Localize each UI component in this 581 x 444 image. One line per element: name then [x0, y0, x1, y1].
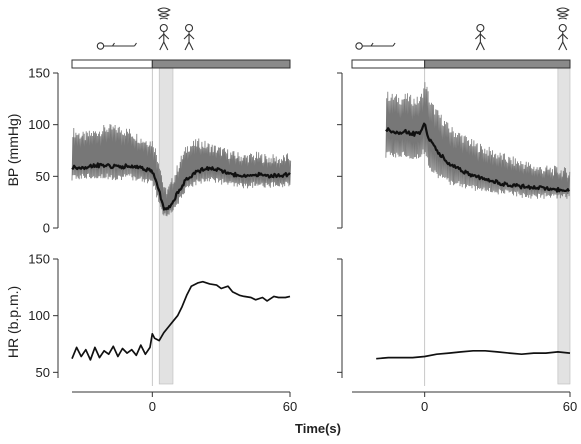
icon-arm-left — [158, 33, 165, 40]
icon-arm-left — [183, 33, 190, 40]
dizzy-person-icon — [157, 7, 171, 51]
icon-leg-left — [184, 41, 190, 51]
x-tick-label: 60 — [283, 399, 297, 414]
icon-head — [476, 23, 485, 33]
posture-bar-supine — [351, 59, 426, 69]
icon-leg-left — [558, 41, 564, 51]
bp-pulsatile-trace — [71, 124, 292, 217]
supine-person-icon — [96, 42, 137, 50]
icon-arm-right — [188, 33, 195, 40]
icon-leg-right — [188, 41, 194, 51]
x-tick-label: 0 — [149, 399, 156, 414]
icon-leg-left — [475, 41, 481, 51]
x-tick-label: 0 — [421, 399, 428, 414]
x-tick-label: 60 — [563, 399, 577, 414]
icon-foot — [134, 42, 137, 47]
bp-y-tick-label: 150 — [28, 66, 50, 81]
supine-person-icon — [355, 42, 396, 50]
bp-mean-trace — [71, 162, 291, 211]
standing-person-icon — [183, 23, 195, 51]
hr-y-tick-label: 100 — [28, 308, 50, 323]
x-axis-title: Time(s) — [295, 421, 341, 436]
icon-head — [184, 23, 194, 33]
icon-head — [355, 42, 363, 50]
icon-dizzy-swirl — [556, 7, 570, 20]
posture-bar-supine — [71, 59, 153, 69]
standing-person-icon — [474, 23, 486, 51]
icon-foot — [392, 42, 396, 47]
icon-arm-right — [479, 33, 486, 40]
right-panel: 0 60 — [337, 7, 577, 414]
left-panel: 0 50 100 150 50 100 150 0 60 — [28, 7, 297, 414]
icon-leg-right — [163, 41, 169, 51]
shaded-band — [557, 67, 571, 385]
icon-leg-right — [562, 41, 568, 51]
hr-axis-title: HR (b.p.m.) — [5, 286, 21, 358]
icon-arm-left — [557, 33, 564, 40]
dizzy-person-icon — [556, 7, 570, 51]
bp-pulsatile-trace — [385, 82, 571, 199]
hr-trace — [71, 280, 291, 361]
hr-y-tick-label: 50 — [36, 365, 50, 380]
hr-trace — [376, 349, 571, 360]
icon-head — [558, 23, 567, 33]
icon-leg-left — [159, 41, 165, 51]
posture-bar-standing — [424, 59, 571, 69]
bp-mean-trace — [385, 122, 570, 193]
icon-arm — [370, 42, 374, 47]
bp-y-tick-label: 100 — [28, 117, 50, 132]
bp-axis-title: BP (mmHg) — [5, 114, 21, 187]
icon-leg-right — [479, 41, 485, 51]
hr-y-tick-label: 150 — [28, 252, 50, 267]
icon-arm-right — [163, 33, 170, 40]
icon-arm — [112, 42, 115, 47]
icon-arm-right — [562, 33, 569, 40]
icon-head — [96, 42, 105, 50]
icon-arm-left — [474, 33, 481, 40]
icon-head — [159, 23, 168, 33]
posture-bar-standing — [151, 59, 291, 69]
bp-y-tick-label: 0 — [43, 221, 50, 236]
bp-y-tick-label: 50 — [36, 169, 50, 184]
icon-dizzy-swirl — [157, 7, 171, 20]
